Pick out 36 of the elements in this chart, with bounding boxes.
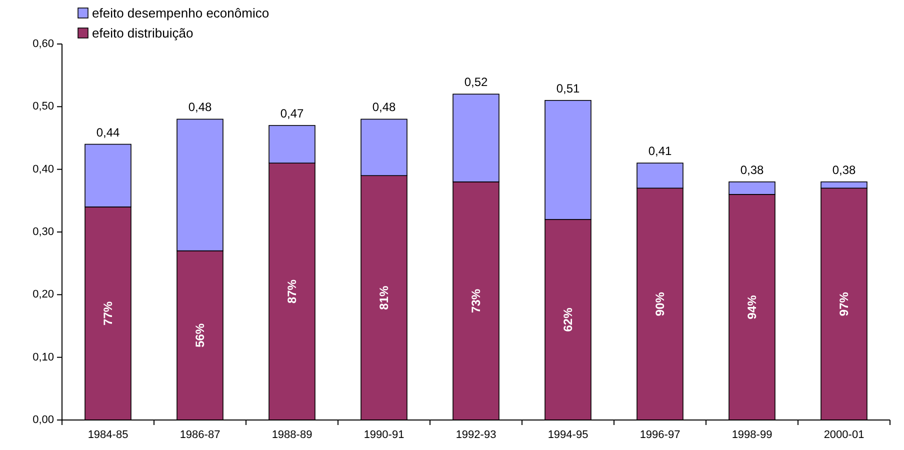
y-tick-label: 0,30 <box>32 226 54 238</box>
x-tick-label: 1990-91 <box>364 429 404 441</box>
total-label: 0,51 <box>556 81 580 96</box>
y-tick-label: 0,10 <box>32 351 54 364</box>
total-label: 0,41 <box>648 144 672 158</box>
y-tick-label: 0,00 <box>32 414 54 426</box>
x-tick-label: 1992-93 <box>456 429 496 441</box>
total-label: 0,47 <box>280 106 304 120</box>
total-label: 0,38 <box>832 162 856 177</box>
annotation: 77% <box>101 301 115 326</box>
total-label: 0,52 <box>464 75 488 90</box>
x-tick-label: 1986-87 <box>180 429 220 441</box>
annotation: 62% <box>561 307 575 332</box>
y-tick-label: 0,20 <box>32 288 54 301</box>
legend-label: efeito distribuição <box>92 26 194 40</box>
x-tick-label: 1994-95 <box>548 429 588 441</box>
total-label: 0,44 <box>96 125 120 140</box>
y-tick-label: 0,50 <box>32 100 54 113</box>
annotation: 94% <box>745 294 759 320</box>
annotation: 90% <box>653 292 667 316</box>
total-label: 0,48 <box>372 100 396 114</box>
x-tick-label: 1984-85 <box>88 429 128 441</box>
total-label: 0,48 <box>188 100 212 114</box>
x-tick-label: 1998-99 <box>732 429 772 441</box>
annotation: 56% <box>193 323 207 348</box>
annotation: 97% <box>837 292 851 316</box>
legend-label: efeito desempenho econômico <box>92 6 270 20</box>
x-tick-label: 2000-01 <box>824 429 864 441</box>
x-tick-label: 1996-97 <box>640 429 680 441</box>
y-tick-label: 0,60 <box>32 38 54 50</box>
x-tick-label: 1988-89 <box>272 429 312 441</box>
annotation: 81% <box>377 285 391 310</box>
y-tick-label: 0,40 <box>32 163 54 176</box>
annotation: 87% <box>285 279 299 304</box>
total-label: 0,38 <box>740 162 764 177</box>
annotation: 73% <box>469 288 483 313</box>
